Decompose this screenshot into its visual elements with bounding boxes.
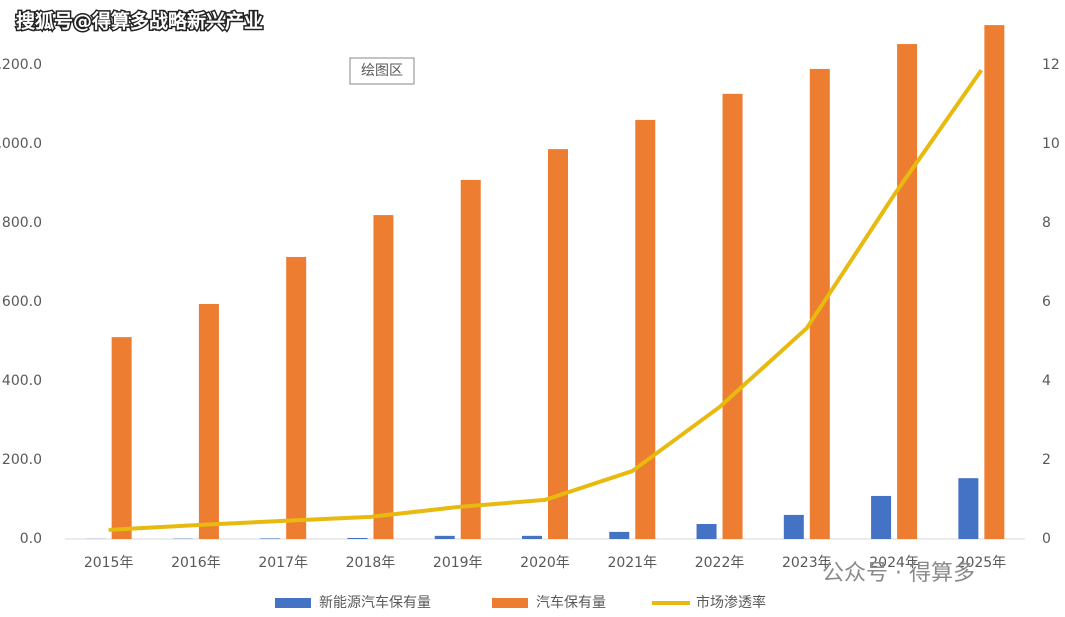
- y2-tick-label: 8: [1042, 215, 1051, 231]
- bar: [609, 531, 630, 539]
- tooltip: 绘图区: [361, 63, 403, 79]
- y2-tick-label: 10: [1042, 136, 1060, 152]
- bar: [373, 215, 394, 539]
- legend-label: 汽车保有量: [536, 594, 606, 611]
- bar: [783, 514, 804, 539]
- watermark: 搜狐号@得算多战略新兴产业: [16, 10, 263, 33]
- x-tick-label: 2021年: [607, 555, 657, 571]
- bar: [809, 68, 830, 539]
- bar: [722, 93, 743, 540]
- y-tick-label: 400.0: [2, 373, 42, 389]
- y-tick-label: 1,200.0: [0, 57, 42, 73]
- y-tick-label: 1,000.0: [0, 136, 42, 152]
- bar: [871, 495, 892, 539]
- x-tick-label: 2015年: [84, 555, 134, 571]
- bar: [111, 337, 132, 539]
- y-tick-label: 0.0: [20, 531, 42, 547]
- bar: [347, 537, 368, 539]
- legend-swatch: [492, 598, 528, 608]
- y2-tick-label: 0: [1042, 531, 1051, 547]
- x-tick-label: 2023年: [782, 555, 832, 571]
- y-tick-label: 800.0: [2, 215, 42, 231]
- y2-tick-label: 12: [1042, 57, 1060, 73]
- x-tick-label: 2018年: [346, 555, 396, 571]
- legend-swatch: [275, 598, 311, 608]
- bar: [548, 149, 568, 539]
- bar: [522, 535, 542, 539]
- bar: [897, 44, 918, 539]
- x-tick-label: 2025年: [957, 555, 1007, 571]
- watermark: 公众号 · 得算多: [822, 561, 975, 586]
- x-tick-label: 2016年: [171, 555, 221, 571]
- x-tick-label: 2017年: [258, 555, 308, 571]
- y-tick-label: 600.0: [2, 294, 42, 310]
- x-tick-label: 2019年: [433, 555, 483, 571]
- y2-tick-label: 2: [1042, 452, 1051, 468]
- y2-tick-label: 6: [1042, 294, 1051, 310]
- bar: [434, 535, 455, 539]
- bar: [958, 478, 979, 539]
- x-tick-label: 2020年: [520, 555, 570, 571]
- x-tick-label: 2022年: [695, 555, 745, 571]
- line: [108, 68, 984, 532]
- bar: [984, 25, 1005, 540]
- bar: [460, 179, 481, 539]
- y-tick-label: 200.0: [2, 452, 42, 468]
- bar: [286, 256, 307, 539]
- bar: [198, 303, 219, 539]
- bar: [696, 523, 717, 539]
- tooltip-box: [349, 57, 415, 85]
- legend-label: 新能源汽车保有量: [319, 594, 431, 611]
- x-tick-label: 2024年: [869, 555, 919, 571]
- bar: [260, 538, 281, 539]
- bar: [635, 119, 656, 539]
- y2-tick-label: 4: [1042, 373, 1051, 389]
- legend-label: 市场渗透率: [696, 594, 766, 611]
